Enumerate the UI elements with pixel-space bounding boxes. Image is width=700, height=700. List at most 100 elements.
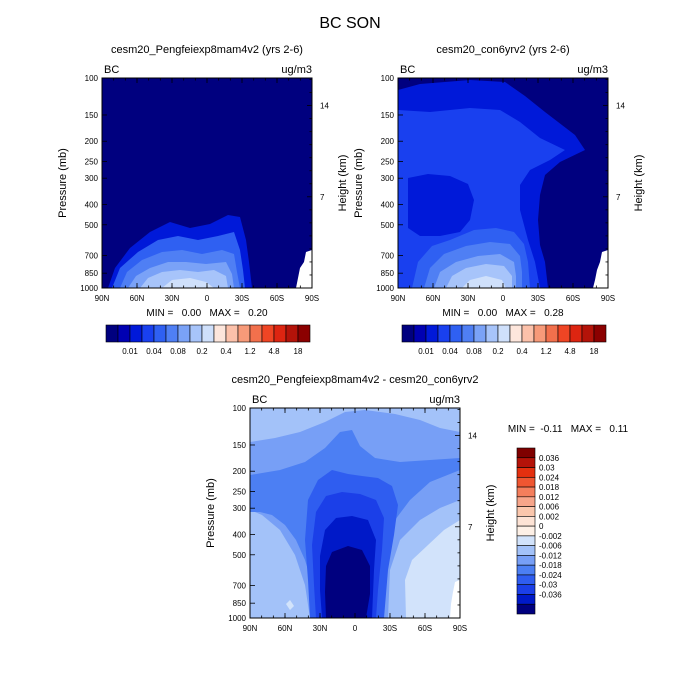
panel-c-ytick-right-label: 7 bbox=[468, 523, 473, 532]
panel-b-colorbar-box bbox=[545, 324, 559, 343]
panel-c-colorbar-label: 0.036 bbox=[539, 454, 560, 463]
panel-b-colorbar-label: 1.2 bbox=[540, 347, 552, 356]
panel-a-colorbar-box bbox=[273, 324, 287, 343]
panel-c-colorbar-label: 0.012 bbox=[539, 493, 560, 502]
panel-b-colorbar-box bbox=[557, 324, 571, 343]
panel-a-colorbar-box bbox=[165, 324, 179, 343]
panel-c-ytick-label: 300 bbox=[233, 504, 247, 513]
panel-b-colorbar-box bbox=[569, 324, 583, 343]
panel-b-colorbar-label: 4.8 bbox=[564, 347, 576, 356]
panel-b-colorbar-box bbox=[473, 324, 487, 343]
panel-b-ytick-label: 500 bbox=[381, 221, 395, 230]
panel-c-ytick-label: 100 bbox=[233, 404, 247, 413]
panel-b-colorbar-label: 0.08 bbox=[466, 347, 482, 356]
panel-c-ytick-label: 1000 bbox=[228, 614, 246, 623]
panel-a-xtick-label: 30N bbox=[165, 294, 180, 303]
panel-c-colorbar-label: -0.036 bbox=[539, 590, 562, 599]
panel-c-missing bbox=[450, 580, 460, 618]
panel-b-colorbar-box bbox=[449, 324, 463, 343]
panel-c-colorbar-box bbox=[516, 467, 536, 478]
panel-c-colorbar-box bbox=[516, 525, 536, 537]
panel-a-ytick-label: 500 bbox=[85, 221, 99, 230]
panel-c-ytick-label: 400 bbox=[233, 530, 247, 539]
panel-c-colorbar-box bbox=[516, 496, 536, 507]
panel-b-colorbar-box bbox=[461, 324, 475, 343]
panel-a-ylabel-right: Height (km) bbox=[337, 155, 349, 212]
panel-b-colorbar-box bbox=[401, 324, 415, 343]
panel-a-xtick-label: 60S bbox=[270, 294, 284, 303]
panel-b-ytick-label: 300 bbox=[381, 174, 395, 183]
panel-c-colorbar-label: -0.018 bbox=[539, 561, 562, 570]
panel-b-ytick-right-label: 14 bbox=[616, 102, 625, 111]
panel-a-title: cesm20_Pengfeiexp8mam4v2 (yrs 2-6) bbox=[111, 44, 303, 56]
panel-c-xtick-label: 90N bbox=[243, 624, 258, 633]
panel-b-colorbar-box bbox=[581, 324, 595, 343]
panel-a-left-label: BC bbox=[104, 64, 119, 76]
panel-b-colorbar-box bbox=[413, 324, 427, 343]
panel-c: cesm20_Pengfeiexp8mam4v2 - cesm20_con6yr… bbox=[205, 374, 629, 633]
panel-a-right-label: ug/m3 bbox=[281, 64, 312, 76]
panel-a-contour-6 bbox=[162, 278, 214, 288]
panel-c-title: cesm20_Pengfeiexp8mam4v2 - cesm20_con6yr… bbox=[231, 374, 478, 386]
panel-c-contour-7 bbox=[405, 520, 460, 618]
panel-c-colorbar-label: 0.006 bbox=[539, 503, 560, 512]
panel-c-colorbar-box bbox=[516, 574, 536, 586]
panel-b-ylabel-right: Height (km) bbox=[633, 155, 645, 212]
panel-a-colorbar-box bbox=[105, 324, 119, 343]
panel-c-ytick-label: 500 bbox=[233, 551, 247, 560]
panel-b-ticks bbox=[397, 77, 609, 289]
panel-a-colorbar-label: 18 bbox=[294, 347, 303, 356]
panel-b-ytick-label: 150 bbox=[381, 111, 395, 120]
panel-b-contours bbox=[398, 78, 608, 288]
panel-b-xtick-label: 90S bbox=[601, 294, 615, 303]
panel-b-ylabel: Pressure (mb) bbox=[353, 148, 365, 218]
panel-a-colorbar-box bbox=[117, 324, 131, 343]
panel-b-ytick-label: 700 bbox=[381, 251, 395, 260]
panel-a-missing bbox=[296, 250, 312, 288]
panel-a-ytick-label: 250 bbox=[85, 158, 99, 167]
panel-c-colorbar-label: -0.006 bbox=[539, 542, 562, 551]
panel-a-colorbar-label: 0.01 bbox=[122, 347, 138, 356]
panel-a-colorbar-box bbox=[177, 324, 191, 343]
panel-c-colorbar-box bbox=[516, 486, 536, 498]
panel-b-colorbar-label: 18 bbox=[590, 347, 599, 356]
panel-b-ytick-label: 200 bbox=[381, 137, 395, 146]
panel-c-colorbar-box bbox=[516, 457, 536, 468]
panel-c-colorbar-label: -0.012 bbox=[539, 551, 562, 560]
panel-b-colorbar-box bbox=[497, 324, 511, 343]
panel-c-colorbar-label: 0.002 bbox=[539, 512, 560, 521]
panel-c-xtick-label: 30N bbox=[313, 624, 328, 633]
panel-c-xtick-label: 60N bbox=[278, 624, 293, 633]
panel-a-colorbar: 0.01 0.04 0.08 0.2 0.4 1.2 4.8 18 bbox=[105, 324, 311, 356]
panel-c-colorbar-label: 0.024 bbox=[539, 473, 560, 482]
panel-c-colorbar-box bbox=[516, 447, 536, 459]
panel-b-colorbar-label: 0.4 bbox=[516, 347, 528, 356]
panel-c-ylabel: Pressure (mb) bbox=[205, 478, 217, 548]
panel-a-colorbar-label: 0.08 bbox=[170, 347, 186, 356]
panel-a-xtick-label: 30S bbox=[235, 294, 249, 303]
panel-b-ytick-label: 100 bbox=[381, 74, 395, 83]
panel-c-ytick-label: 250 bbox=[233, 488, 247, 497]
panel-a-ytick-label: 1000 bbox=[80, 284, 98, 293]
panel-b-missing bbox=[593, 250, 608, 288]
panel-a-ytick-label: 200 bbox=[85, 137, 99, 146]
panel-a-xtick-label: 0 bbox=[205, 294, 210, 303]
panel-b-title: cesm20_con6yrv2 (yrs 2-6) bbox=[436, 44, 569, 56]
panel-b-ytick-label: 400 bbox=[381, 200, 395, 209]
panel-c-colorbar-label: -0.024 bbox=[539, 571, 562, 580]
panel-a-ytick-label: 400 bbox=[85, 200, 99, 209]
panel-c-xtick-label: 90S bbox=[453, 624, 467, 633]
panel-c-colorbar-box bbox=[516, 594, 536, 605]
panel-a-ytick-right-label: 14 bbox=[320, 102, 329, 111]
panel-c-colorbar-box bbox=[516, 535, 536, 546]
panel-b-colorbar-box bbox=[425, 324, 439, 343]
panel-c-left-label: BC bbox=[252, 394, 267, 406]
panel-b-colorbar-box bbox=[521, 324, 535, 343]
panel-a-ytick-label: 850 bbox=[85, 269, 99, 278]
panel-c-contour-6 bbox=[325, 546, 370, 618]
panel-a-colorbar-box bbox=[285, 324, 299, 343]
panel-c-colorbar-box bbox=[516, 564, 536, 576]
panel-b-xtick-label: 60N bbox=[426, 294, 441, 303]
panel-a-colorbar-box bbox=[201, 324, 215, 343]
panel-a-colorbar-box bbox=[129, 324, 143, 343]
